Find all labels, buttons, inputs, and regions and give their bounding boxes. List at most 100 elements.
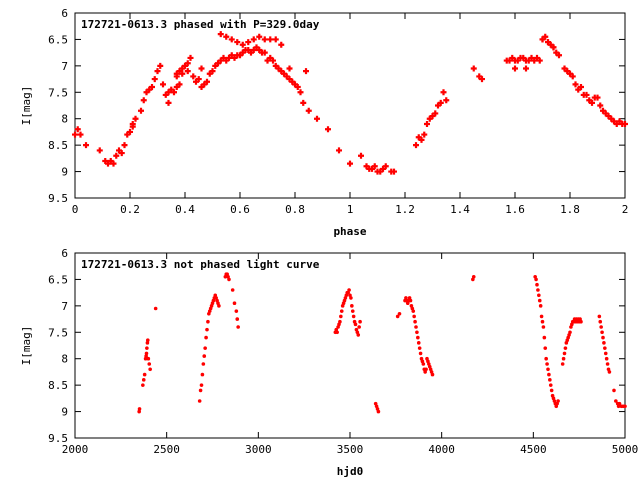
data-point — [537, 298, 542, 303]
data-point — [417, 346, 422, 350]
data-point — [250, 36, 257, 43]
data-point — [432, 110, 439, 117]
data-point — [137, 409, 141, 414]
data-point — [545, 39, 551, 46]
plot-title: 172721-0613.3 phased with P=329.0day — [81, 18, 320, 31]
data-point — [145, 338, 150, 343]
y-tick-label: 6 — [61, 7, 68, 20]
data-point — [96, 147, 103, 154]
x-tick-label: 1.4 — [450, 203, 470, 216]
data-point — [578, 84, 584, 90]
data-point — [563, 346, 568, 350]
data-point — [547, 372, 551, 377]
data-point — [534, 277, 538, 282]
unphased-light-curve-panel: 2000 2500 3000 3500 4000 4500 5000 6 6.5 7 7.5 8 8.5… — [20, 247, 638, 478]
y-tick-label: 7 — [61, 300, 68, 313]
data-point — [72, 131, 78, 138]
data-point — [197, 399, 202, 403]
data-point — [147, 362, 152, 366]
data-point — [601, 335, 605, 340]
data-points — [72, 31, 628, 175]
data-point — [579, 319, 583, 324]
data-point — [146, 356, 151, 361]
data-point — [118, 150, 125, 157]
data-point — [83, 142, 89, 149]
data-point — [198, 65, 205, 72]
data-point — [74, 126, 81, 133]
data-point — [430, 372, 435, 377]
data-point — [200, 372, 205, 377]
axis-ticks: 2000 2500 3000 3500 4000 4500 5000 6 6.5 7 7.5 8 8.5… — [48, 247, 638, 456]
data-point — [217, 304, 221, 308]
data-point — [184, 68, 191, 75]
data-point — [145, 346, 149, 350]
data-point — [371, 163, 378, 170]
data-point — [603, 346, 607, 350]
data-point — [204, 78, 210, 85]
data-point — [421, 362, 426, 366]
data-point — [512, 65, 518, 72]
x-tick-label: 4500 — [520, 443, 547, 456]
y-axis-label: I[mag] — [20, 326, 33, 366]
data-point — [597, 102, 604, 109]
data-point — [217, 31, 224, 38]
data-point — [206, 319, 210, 324]
data-point — [303, 68, 309, 75]
data-point — [440, 89, 447, 96]
data-point — [110, 160, 117, 167]
data-point — [544, 356, 548, 361]
data-point — [236, 325, 240, 329]
y-tick-label: 8 — [61, 113, 68, 126]
data-point — [347, 160, 353, 167]
data-point — [151, 76, 158, 83]
data-point — [141, 378, 146, 382]
data-point — [205, 327, 209, 332]
data-point — [300, 99, 307, 106]
data-point — [235, 317, 240, 321]
data-point — [325, 126, 331, 133]
data-point — [339, 314, 343, 319]
data-point — [538, 304, 543, 308]
plot-title: 172721-0613.3 not phased light curve — [81, 258, 320, 271]
data-point — [539, 314, 544, 319]
data-point — [470, 65, 477, 72]
data-point — [542, 335, 547, 340]
x-tick-label: 0.4 — [175, 203, 195, 216]
data-point — [335, 330, 339, 335]
data-point — [171, 89, 177, 96]
data-point — [286, 65, 293, 72]
data-point — [204, 335, 208, 340]
data-point — [589, 99, 595, 106]
data-point — [142, 372, 147, 377]
y-tick-label: 8.5 — [48, 379, 68, 392]
data-point — [358, 319, 362, 324]
data-point — [272, 36, 279, 43]
data-point — [129, 121, 136, 127]
data-point — [234, 39, 241, 46]
data-point — [223, 33, 230, 40]
y-tick-label: 7.5 — [48, 326, 68, 339]
data-point — [412, 314, 416, 319]
y-tick-label: 8.5 — [48, 139, 68, 152]
data-point — [569, 73, 576, 80]
data-point — [228, 36, 235, 43]
data-point — [278, 41, 285, 48]
data-point — [413, 142, 419, 149]
data-point — [536, 57, 543, 64]
data-point — [121, 142, 128, 149]
data-point — [617, 401, 622, 406]
data-point — [622, 121, 628, 127]
data-point — [209, 68, 216, 75]
data-point — [356, 333, 361, 337]
data-point — [141, 383, 145, 387]
data-point — [314, 115, 320, 122]
data-point — [535, 282, 539, 287]
data-point — [597, 314, 602, 319]
data-point — [545, 362, 549, 366]
data-point — [127, 128, 133, 135]
data-point — [418, 351, 423, 356]
data-point — [153, 306, 158, 311]
data-point — [418, 136, 425, 143]
data-point — [568, 330, 572, 335]
